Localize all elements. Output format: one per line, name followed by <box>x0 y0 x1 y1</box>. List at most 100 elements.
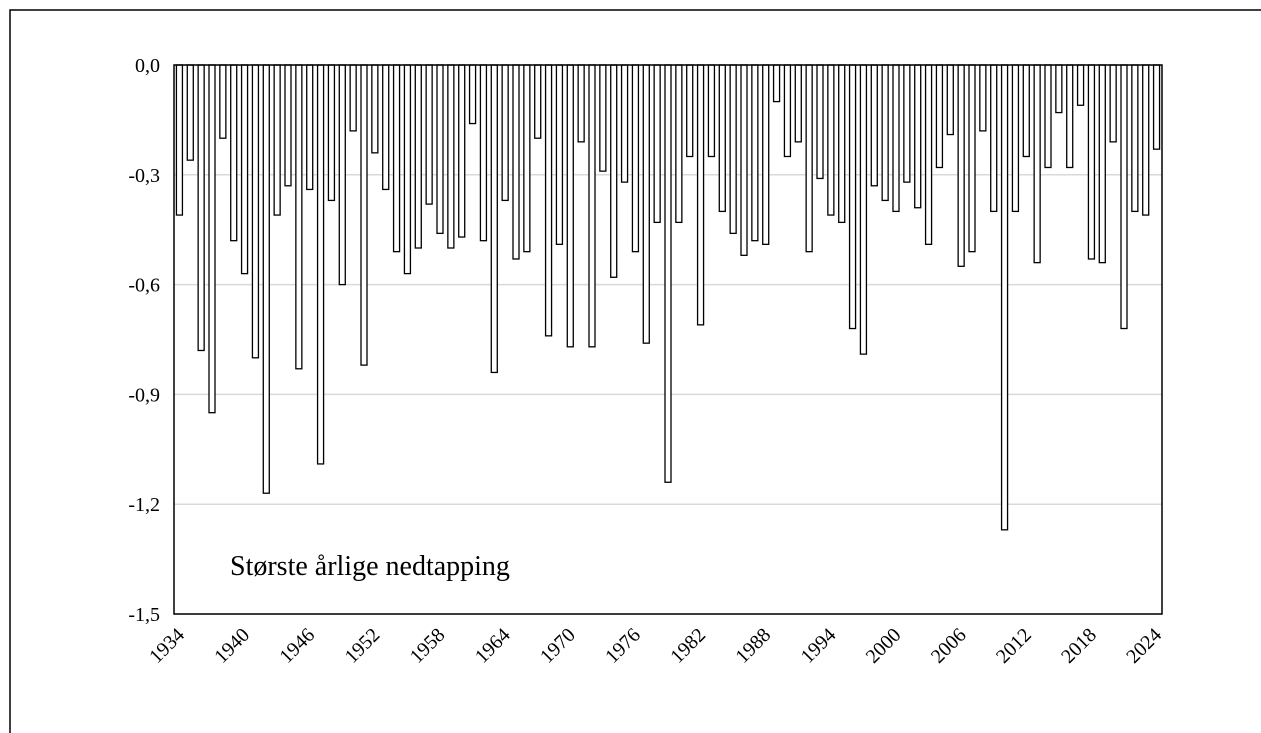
bar <box>1109 64 1117 143</box>
x-tick-label: 1964 <box>471 624 515 668</box>
bar <box>783 64 792 158</box>
bar <box>208 64 216 414</box>
bar <box>718 64 726 213</box>
bar <box>762 64 770 245</box>
bar <box>544 64 553 337</box>
bar <box>816 64 824 180</box>
bar <box>946 64 954 136</box>
bar <box>197 64 205 352</box>
bar <box>827 64 835 216</box>
bar <box>881 64 889 202</box>
bar <box>1098 64 1106 264</box>
bar <box>295 64 303 370</box>
bar <box>870 64 878 187</box>
bar <box>284 64 292 187</box>
bar <box>175 64 184 216</box>
bar <box>338 64 346 286</box>
bar <box>1131 64 1139 213</box>
bar <box>349 64 357 132</box>
y-tick-label: -1,5 <box>128 604 160 626</box>
x-tick-label: 2000 <box>862 624 906 668</box>
x-tick-label: 1994 <box>797 624 841 668</box>
bar <box>490 64 498 374</box>
bar <box>707 64 716 158</box>
bar <box>729 64 737 235</box>
bar <box>577 64 585 143</box>
bar <box>805 64 813 253</box>
bar <box>501 64 509 202</box>
x-tick-label: 1952 <box>341 624 385 668</box>
bar <box>534 64 542 139</box>
bar <box>414 64 422 249</box>
bar <box>360 64 368 366</box>
bar <box>403 64 412 275</box>
bar <box>794 64 802 143</box>
bar <box>447 64 455 249</box>
bar <box>512 64 520 260</box>
bar <box>1087 64 1096 260</box>
annotation: Største årlige nedtapping <box>230 551 510 582</box>
bar <box>653 64 661 224</box>
bar <box>772 64 781 103</box>
bar <box>458 64 466 238</box>
x-tick-label: 1970 <box>536 624 580 668</box>
bar <box>599 64 607 172</box>
bar <box>979 64 987 132</box>
bar <box>1142 64 1150 216</box>
x-tick-label: 1988 <box>731 624 775 668</box>
bar <box>610 64 618 278</box>
bar <box>316 64 325 465</box>
x-tick-label: 1982 <box>666 624 710 668</box>
bar <box>1044 64 1052 169</box>
bar <box>1152 64 1161 150</box>
bar <box>1120 64 1128 330</box>
bar <box>468 64 477 125</box>
bar <box>262 64 270 494</box>
bar <box>1011 64 1020 213</box>
plot-border <box>173 64 1163 615</box>
bar <box>251 64 260 359</box>
bar <box>914 64 922 209</box>
x-tick-label: 2012 <box>992 624 1036 668</box>
bar <box>1000 64 1009 531</box>
bar <box>859 64 868 355</box>
x-tick-label: 1940 <box>210 624 254 668</box>
frame <box>9 9 1261 733</box>
bar <box>848 64 857 330</box>
x-tick-label: 2018 <box>1057 624 1101 668</box>
bar <box>957 64 965 267</box>
bar <box>436 64 444 235</box>
bar <box>219 64 227 139</box>
bar <box>1066 64 1074 169</box>
bar <box>892 64 900 213</box>
y-tick-label: -1,2 <box>128 494 160 516</box>
bar <box>664 64 672 483</box>
y-tick-label: -0,6 <box>128 275 160 297</box>
bar <box>1076 64 1085 106</box>
bar <box>620 64 629 183</box>
bar <box>392 64 401 253</box>
bar <box>566 64 574 348</box>
x-tick-label: 1958 <box>406 624 450 668</box>
bar <box>240 64 249 275</box>
bar <box>740 64 748 256</box>
x-tick-label: 1946 <box>275 624 319 668</box>
bar <box>924 64 933 245</box>
bar <box>838 64 846 224</box>
y-tick-label: -0,3 <box>128 165 160 187</box>
bar <box>686 64 694 158</box>
bar <box>273 64 281 216</box>
bar <box>425 64 433 205</box>
bar <box>306 64 314 191</box>
x-tick-label: 2024 <box>1122 624 1166 668</box>
bar <box>186 64 194 161</box>
bar <box>382 64 390 191</box>
bar <box>990 64 998 213</box>
bar <box>751 64 759 242</box>
bar <box>903 64 911 183</box>
bar <box>631 64 640 253</box>
x-tick-label: 2006 <box>927 624 971 668</box>
y-tick-label: 0,0 <box>135 55 160 77</box>
bar <box>555 64 564 245</box>
